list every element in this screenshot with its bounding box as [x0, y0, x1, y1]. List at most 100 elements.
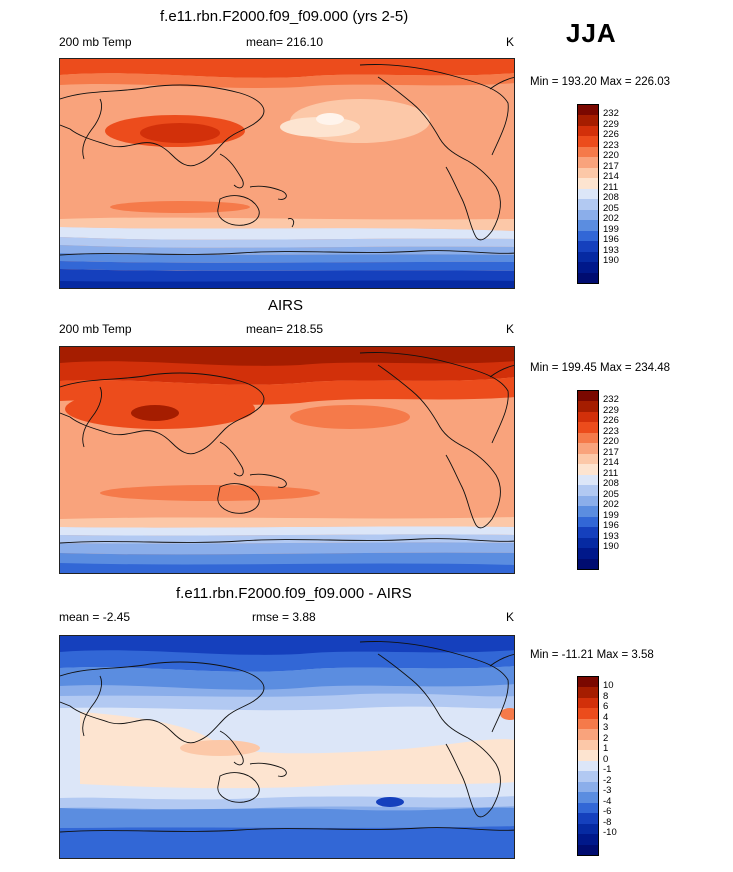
colorbar-swatch — [578, 527, 598, 539]
colorbar-swatch — [578, 464, 598, 476]
colorbar-tick-label: 202 — [603, 499, 619, 511]
colorbar-tick-label: 190 — [603, 255, 619, 267]
colorbar-swatch — [578, 495, 598, 507]
panel2-units: K — [506, 322, 515, 336]
colorbar-tick-label: 211 — [603, 467, 619, 479]
panel1-mean: mean= 216.10 — [246, 35, 324, 49]
colorbar-swatch — [578, 548, 598, 560]
colorbar-tick-label: 10 — [603, 680, 614, 692]
colorbar-swatch — [578, 136, 598, 148]
panel3-rmse: rmse = 3.88 — [252, 610, 316, 624]
colorbar-swatch — [578, 739, 598, 751]
colorbar-tick-label: 211 — [603, 181, 619, 193]
colorbar-tick-label: 193 — [603, 530, 619, 542]
colorbar-tick-label: 217 — [603, 446, 619, 458]
colorbar-tick-label: 6 — [603, 701, 609, 713]
colorbar-swatch — [578, 432, 598, 444]
colorbar-swatch — [578, 677, 598, 688]
colorbar-swatch — [578, 760, 598, 772]
colorbar-tick-label: 190 — [603, 541, 619, 553]
colorbar-tick-label: 214 — [603, 457, 619, 469]
colorbar-tick-label: 196 — [603, 520, 619, 532]
colorbar-swatch — [578, 188, 598, 200]
colorbar-tick-label: 232 — [603, 108, 619, 120]
panel3-units: K — [506, 610, 515, 624]
colorbar-tick-label: 2 — [603, 732, 609, 744]
colorbar-swatch — [578, 220, 598, 232]
colorbar-swatch — [578, 251, 598, 263]
colorbar-tick-label: 199 — [603, 223, 619, 235]
panel2-colorbar — [577, 390, 599, 570]
colorbar-swatch — [578, 844, 598, 856]
colorbar-tick-label: 208 — [603, 478, 619, 490]
colorbar-swatch — [578, 391, 598, 402]
colorbar-tick-label: 4 — [603, 711, 609, 723]
colorbar-swatch — [578, 230, 598, 242]
colorbar-swatch — [578, 792, 598, 804]
colorbar-swatch — [578, 199, 598, 211]
colorbar-swatch — [578, 750, 598, 762]
colorbar-tick-label: -4 — [603, 795, 612, 807]
panel1-units: K — [506, 35, 515, 49]
colorbar-tick-label: 229 — [603, 404, 619, 416]
colorbar-swatch — [578, 115, 598, 127]
colorbar-tick-label: 223 — [603, 425, 619, 437]
colorbar-swatch — [578, 781, 598, 793]
panel3-colorbar — [577, 676, 599, 856]
season-label: JJA — [566, 18, 617, 48]
colorbar-tick-label: 217 — [603, 160, 619, 172]
colorbar-swatch — [578, 687, 598, 699]
colorbar-tick-label: -1 — [603, 764, 612, 776]
colorbar-swatch — [578, 813, 598, 825]
panel2-title: AIRS — [268, 297, 304, 314]
colorbar-swatch — [578, 729, 598, 741]
colorbar-tick-label: 193 — [603, 244, 619, 256]
colorbar-swatch — [578, 411, 598, 423]
colorbar-tick-label: 223 — [603, 139, 619, 151]
colorbar-swatch — [578, 209, 598, 221]
colorbar-swatch — [578, 146, 598, 158]
colorbar-tick-label: 196 — [603, 234, 619, 246]
colorbar-tick-label: -6 — [603, 806, 612, 818]
panel1-minmax: Min = 193.20 Max = 226.03 — [530, 76, 671, 88]
colorbar-swatch — [578, 834, 598, 846]
colorbar-swatch — [578, 105, 598, 116]
panel2-mean: mean= 218.55 — [246, 322, 324, 336]
colorbar-swatch — [578, 443, 598, 455]
colorbar-swatch — [578, 157, 598, 169]
colorbar-swatch — [578, 718, 598, 730]
colorbar-tick-label: -10 — [603, 827, 617, 839]
panel1-colorbar — [577, 104, 599, 284]
colorbar-swatch — [578, 272, 598, 284]
colorbar-swatch — [578, 537, 598, 549]
colorbar-tick-label: 226 — [603, 415, 619, 427]
colorbar-swatch — [578, 802, 598, 814]
panel1-map — [59, 58, 515, 289]
colorbar-tick-label: 220 — [603, 436, 619, 448]
panel2-variable: 200 mb Temp — [59, 322, 132, 336]
panel3-title: f.e11.rbn.F2000.f09_f09.000 - AIRS — [176, 585, 412, 602]
colorbar-swatch — [578, 558, 598, 570]
panel2-minmax: Min = 199.45 Max = 234.48 — [530, 362, 671, 374]
panel3-map — [59, 635, 515, 859]
colorbar-tick-label: -8 — [603, 816, 612, 828]
colorbar-tick-label: 220 — [603, 150, 619, 162]
colorbar-tick-label: 0 — [603, 753, 609, 765]
colorbar-tick-label: 214 — [603, 171, 619, 183]
colorbar-tick-label: -3 — [603, 785, 612, 797]
colorbar-tick-label: -2 — [603, 774, 612, 786]
panel1-title: f.e11.rbn.F2000.f09_f09.000 (yrs 2-5) — [160, 8, 409, 25]
colorbar-tick-label: 8 — [603, 690, 609, 702]
colorbar-swatch — [578, 506, 598, 518]
colorbar-tick-label: 199 — [603, 509, 619, 521]
colorbar-swatch — [578, 453, 598, 465]
colorbar-swatch — [578, 485, 598, 497]
panel3-minmax: Min = -11.21 Max = 3.58 — [530, 649, 654, 661]
colorbar-swatch — [578, 708, 598, 720]
colorbar-tick-label: 208 — [603, 192, 619, 204]
colorbar-swatch — [578, 516, 598, 528]
colorbar-tick-label: 1 — [603, 743, 609, 755]
colorbar-tick-label: 3 — [603, 722, 609, 734]
colorbar-swatch — [578, 697, 598, 709]
colorbar-tick-label: 205 — [603, 202, 619, 214]
